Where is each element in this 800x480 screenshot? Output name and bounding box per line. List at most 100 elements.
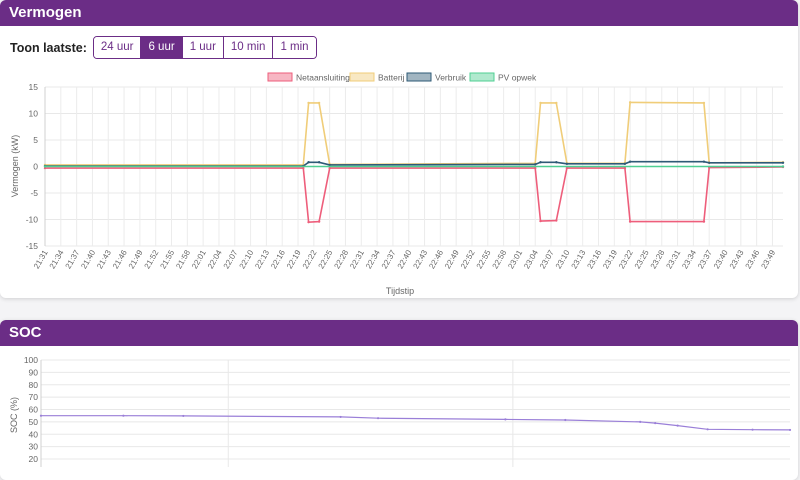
y-tick-label-4: -5 bbox=[30, 188, 38, 198]
series-point-2-4 bbox=[328, 163, 331, 167]
soc-y-tick-label-6: 40 bbox=[29, 429, 39, 439]
x-tick-label-5: 21:46 bbox=[111, 248, 129, 270]
x-tick-label-45: 23:46 bbox=[744, 248, 762, 270]
x-tick-label-40: 23:31 bbox=[664, 248, 682, 270]
x-tick-label-3: 21:40 bbox=[79, 248, 97, 270]
soc-y-tick-label-1: 90 bbox=[29, 367, 39, 377]
series-point-2-10 bbox=[628, 160, 632, 163]
series-point-0-10 bbox=[628, 220, 632, 223]
series-point-0-2 bbox=[307, 220, 310, 224]
x-tick-label-13: 22:10 bbox=[238, 248, 256, 270]
x-tick-label-21: 22:34 bbox=[364, 248, 382, 270]
x-tick-label-20: 22:31 bbox=[348, 248, 366, 270]
y-tick-label-6: -15 bbox=[26, 241, 39, 251]
x-axis-title: Tijdstip bbox=[386, 286, 414, 296]
soc-series-point-6 bbox=[564, 418, 567, 422]
x-tick-label-8: 21:55 bbox=[158, 248, 176, 270]
series-point-2-9 bbox=[623, 162, 627, 166]
x-tick-label-24: 22:43 bbox=[411, 248, 429, 270]
power-card-title: Vermogen bbox=[0, 0, 798, 26]
range-label: Toon laatste: bbox=[10, 40, 87, 55]
x-tick-label-0: 21:31 bbox=[32, 248, 50, 270]
series-line-netaansluiting bbox=[45, 166, 784, 224]
x-tick-label-35: 23:16 bbox=[585, 248, 603, 270]
x-tick-label-2: 21:37 bbox=[64, 248, 82, 270]
soc-y-tick-label-2: 80 bbox=[29, 380, 39, 390]
x-tick-label-41: 23:34 bbox=[680, 248, 698, 270]
series-point-0-6 bbox=[539, 219, 542, 223]
soc-series-point-4 bbox=[376, 417, 380, 420]
soc-y-tick-label-3: 70 bbox=[29, 392, 39, 402]
x-tick-label-6: 21:49 bbox=[127, 248, 145, 270]
series-line-verbruik bbox=[45, 160, 783, 167]
range-button-1-uur[interactable]: 1 uur bbox=[181, 37, 223, 58]
series-point-0-3 bbox=[317, 220, 321, 223]
soc-y-tick-label-0: 100 bbox=[24, 355, 38, 365]
series-point-1-2 bbox=[307, 101, 310, 105]
legend-swatch-3 bbox=[469, 72, 495, 82]
legend-label-0: Netaansluiting bbox=[296, 73, 350, 83]
x-tick-label-19: 22:28 bbox=[332, 248, 350, 270]
x-tick-label-27: 22:52 bbox=[459, 248, 477, 270]
series-point-2-3 bbox=[317, 161, 321, 164]
x-tick-label-9: 21:58 bbox=[174, 248, 192, 270]
series-point-3-0 bbox=[43, 165, 47, 168]
soc-y-tick-label-8: 20 bbox=[29, 454, 39, 464]
legend-swatch-2 bbox=[406, 72, 432, 82]
soc-card-title: SOC bbox=[0, 320, 798, 346]
soc-series-point-0 bbox=[39, 414, 43, 417]
x-tick-label-14: 22:13 bbox=[253, 248, 271, 270]
x-tick-label-23: 22:40 bbox=[396, 248, 414, 270]
x-tick-label-31: 23:04 bbox=[522, 248, 540, 270]
series-point-2-12 bbox=[708, 161, 711, 164]
series-point-2-8 bbox=[565, 162, 569, 166]
x-tick-label-16: 22:19 bbox=[285, 248, 303, 270]
x-tick-label-29: 22:58 bbox=[491, 248, 509, 270]
power-card: Vermogen Toon laatste: 24 uur 6 uur 1 uu… bbox=[0, 0, 798, 298]
x-tick-label-32: 23:07 bbox=[538, 248, 556, 270]
legend-label-3: PV opwek bbox=[498, 73, 537, 83]
y-tick-label-1: 10 bbox=[29, 109, 39, 119]
series-point-1-7 bbox=[555, 101, 558, 105]
x-tick-label-15: 22:16 bbox=[269, 248, 287, 270]
range-button-group: 24 uur 6 uur 1 uur 10 min 1 min bbox=[92, 36, 317, 59]
series-point-0-4 bbox=[328, 166, 331, 170]
x-tick-label-30: 23:01 bbox=[506, 248, 524, 270]
x-tick-label-43: 23:40 bbox=[712, 248, 730, 270]
soc-series-point-1 bbox=[122, 414, 125, 417]
soc-series-point-8 bbox=[654, 422, 657, 425]
soc-y-tick-label-4: 60 bbox=[29, 405, 39, 415]
series-point-1-3 bbox=[317, 101, 321, 105]
soc-series-point-12 bbox=[788, 428, 792, 432]
series-point-2-6 bbox=[539, 161, 542, 164]
x-tick-label-25: 22:46 bbox=[427, 248, 445, 270]
series-point-1-11 bbox=[702, 101, 706, 105]
series-point-2-5 bbox=[534, 163, 537, 166]
power-chart: Netaansluiting Batterij Verbruik PV opwek 15… bbox=[10, 72, 785, 296]
x-tick-label-28: 22:55 bbox=[475, 248, 493, 270]
series-point-0-5 bbox=[534, 166, 537, 170]
soc-chart: 100 90 80 70 60 50 40 30 20 SOC (%) bbox=[9, 355, 792, 467]
y-tick-label-3: 0 bbox=[33, 162, 38, 172]
soc-series-line bbox=[41, 415, 791, 431]
x-tick-label-1: 21:34 bbox=[48, 248, 66, 270]
legend-label-2: Verbruik bbox=[435, 73, 467, 83]
x-tick-label-36: 23:19 bbox=[601, 248, 619, 270]
soc-series-point-10 bbox=[706, 428, 709, 431]
x-tick-label-26: 22:49 bbox=[443, 248, 461, 270]
x-tick-label-4: 21:43 bbox=[95, 248, 113, 270]
range-button-1-min[interactable]: 1 min bbox=[272, 37, 316, 58]
soc-series-point-9 bbox=[676, 424, 679, 427]
x-tick-label-44: 23:43 bbox=[728, 248, 746, 270]
soc-y-tick-label-7: 30 bbox=[29, 442, 39, 452]
soc-y-tick-label-5: 50 bbox=[29, 417, 39, 427]
series-point-2-11 bbox=[702, 160, 706, 163]
legend-label-1: Batterij bbox=[378, 73, 405, 83]
range-button-10-min[interactable]: 10 min bbox=[222, 37, 273, 58]
range-button-6-uur[interactable]: 6 uur bbox=[140, 37, 182, 58]
soc-series-point-2 bbox=[182, 414, 185, 418]
range-button-24-uur[interactable]: 24 uur bbox=[93, 37, 141, 58]
x-tick-label-38: 23:25 bbox=[633, 248, 651, 270]
series-point-2-7 bbox=[555, 161, 558, 164]
series-point-0-7 bbox=[555, 219, 558, 222]
